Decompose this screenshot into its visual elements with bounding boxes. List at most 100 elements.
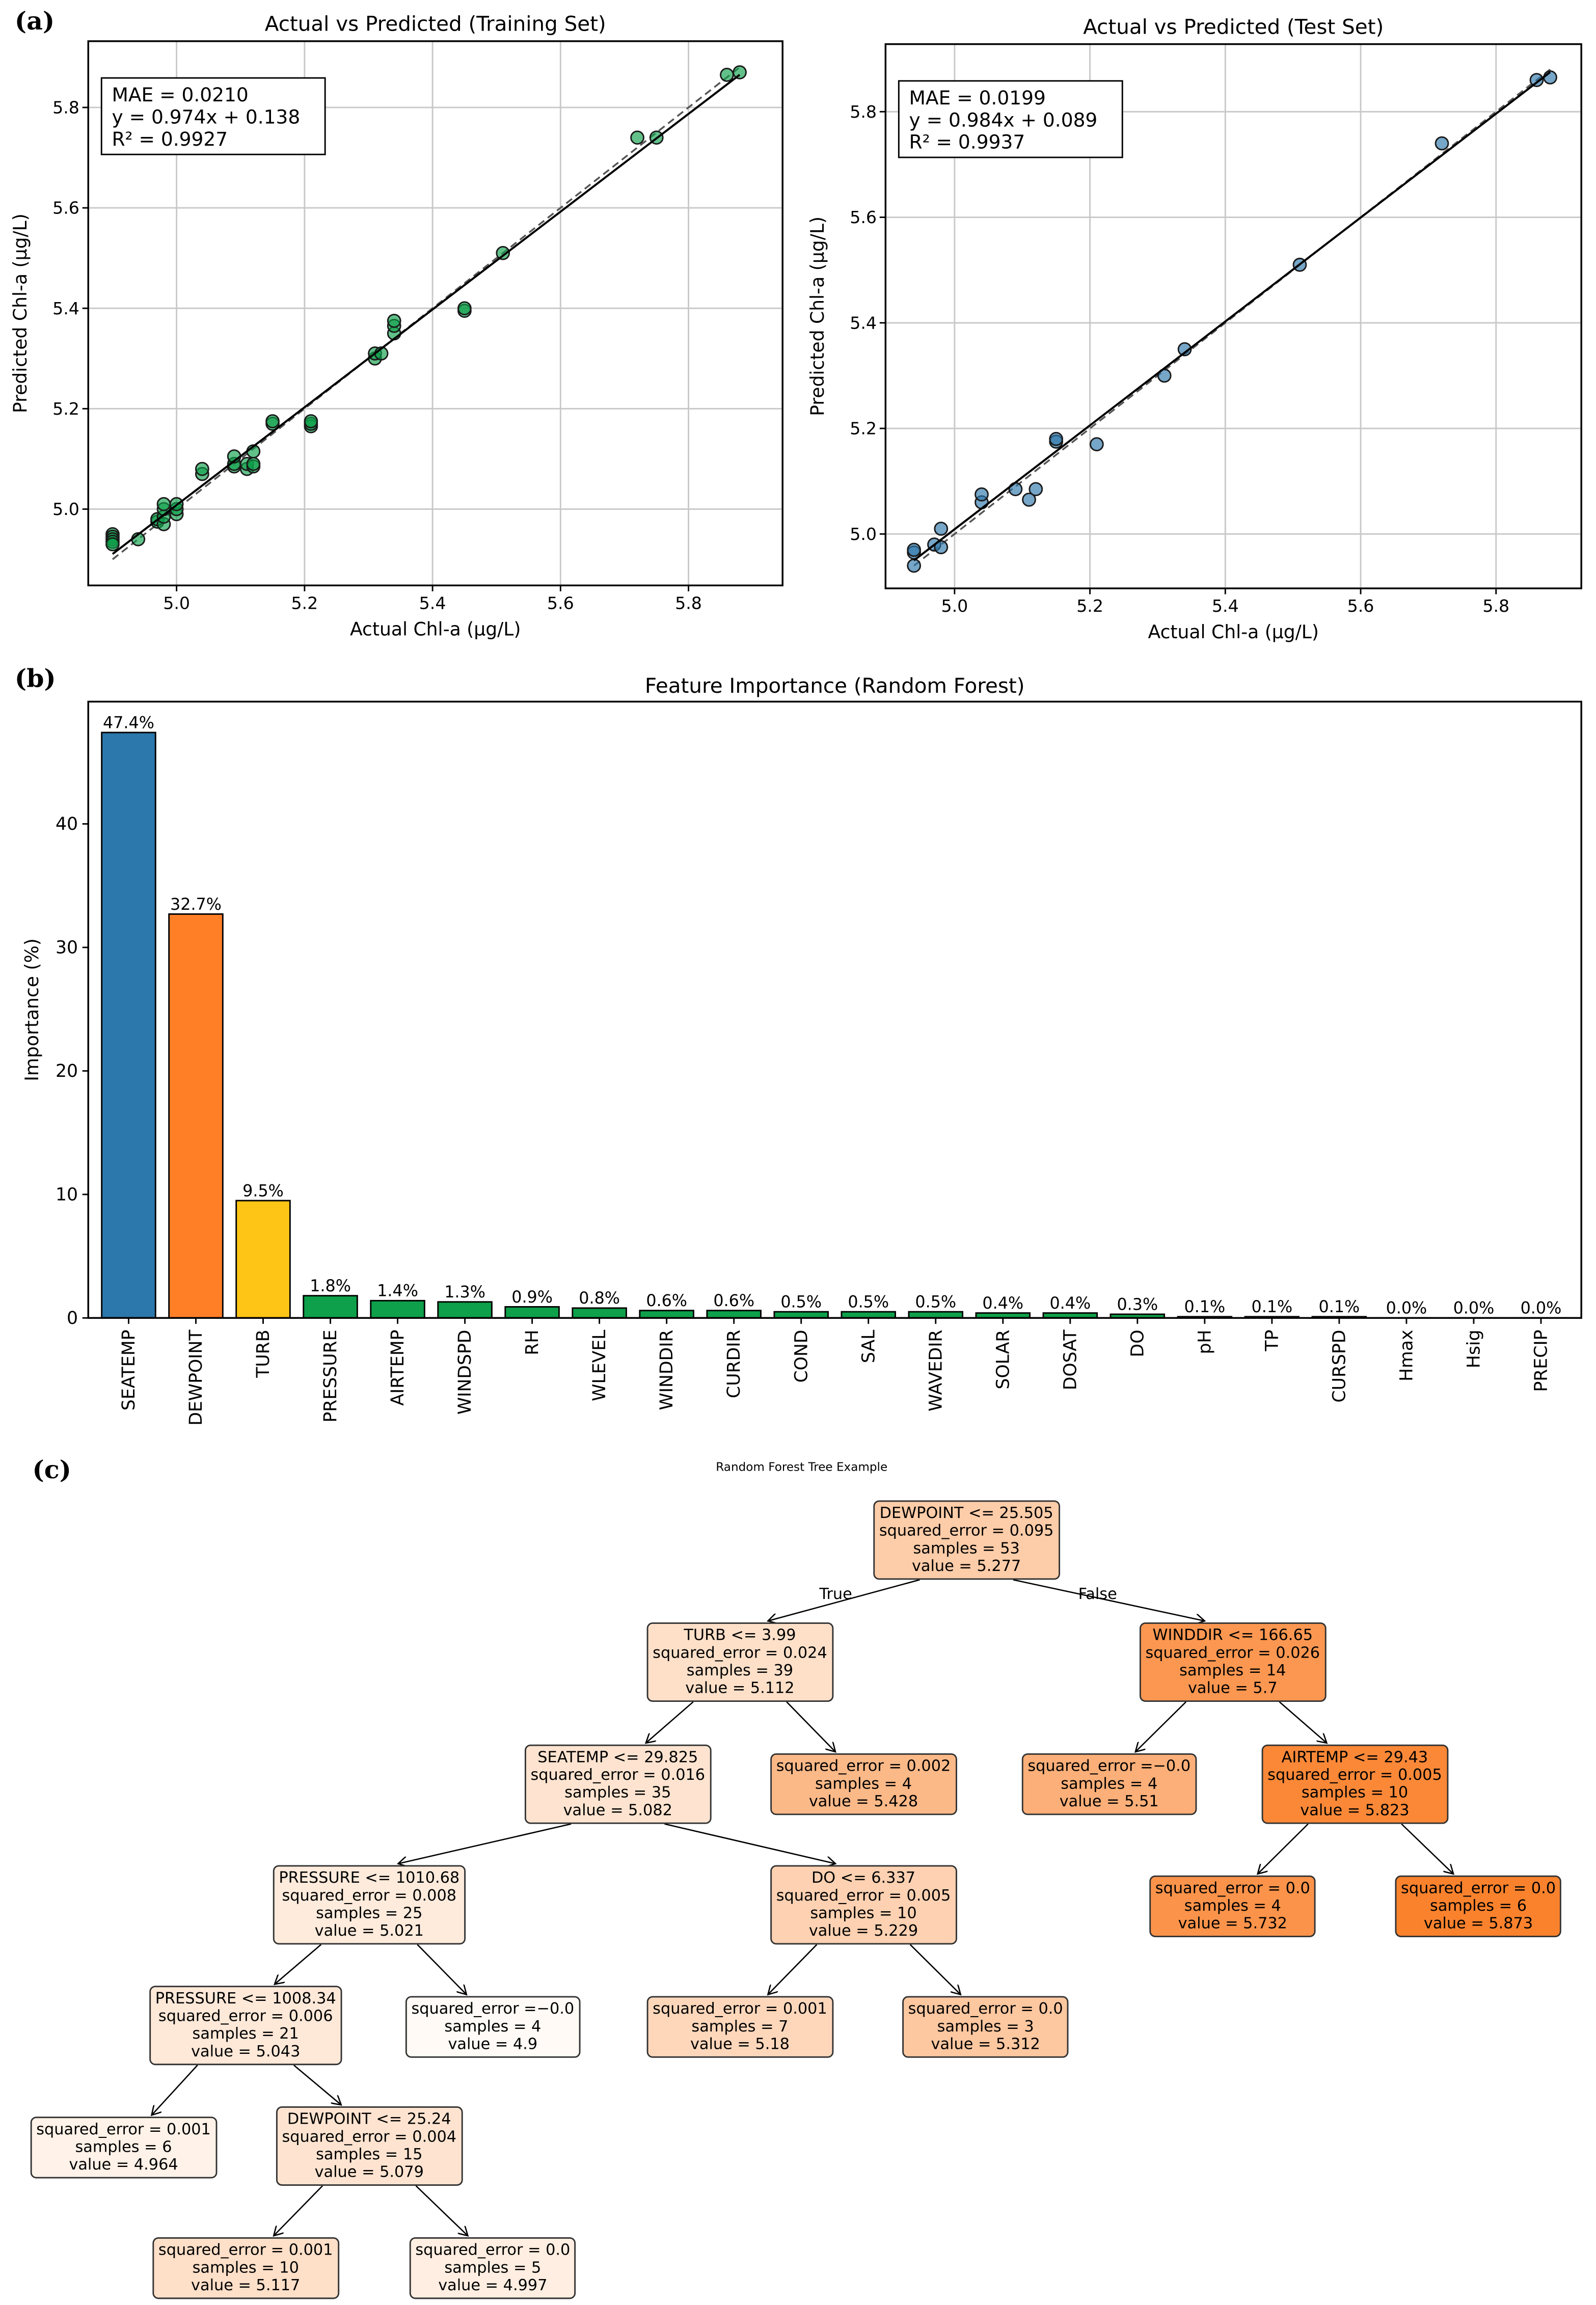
y-tick-label: 40: [56, 814, 78, 834]
bar-value-label: 0.4%: [982, 1294, 1023, 1313]
x-tick-label: CURSPD: [1329, 1330, 1349, 1402]
tree-edge: [664, 1824, 835, 1864]
tree-true-label: True: [819, 1586, 852, 1604]
node-text: samples = 7: [653, 2018, 827, 2036]
tree-edge: [1401, 1824, 1453, 1874]
data-point: [157, 498, 170, 510]
data-point: [106, 538, 119, 551]
node-text: value = 5.021: [279, 1922, 459, 1940]
y-tick-label: 5.0: [52, 499, 79, 519]
bar-chart: 01020304047.4%SEATEMP32.7%DEWPOINT9.5%TU…: [21, 673, 1581, 1426]
bar-seatemp: [102, 733, 156, 1318]
x-tick-label: DOSAT: [1060, 1330, 1080, 1391]
bar-value-label: 0.3%: [1117, 1295, 1158, 1314]
tree-false-label: False: [1078, 1586, 1117, 1604]
node-text: squared_error = 0.095: [879, 1523, 1054, 1540]
node-text: squared_error = 0.005: [776, 1887, 951, 1905]
node-text: value = 5.823: [1267, 1802, 1442, 1820]
node-text: squared_error = 0.004: [282, 2128, 456, 2146]
chart-title: Feature Importance (Random Forest): [645, 673, 1025, 698]
x-axis-label: Actual Chl-a (μg/L): [1148, 621, 1319, 643]
node-text: samples = 25: [279, 1905, 459, 1922]
node-text: value = 5.229: [776, 1922, 951, 1940]
y-tick-label: 30: [56, 937, 78, 958]
bar-wlevel: [573, 1308, 627, 1318]
node-text: squared_error =−0.0: [411, 2000, 574, 2018]
x-tick-label: WINDDIR: [657, 1330, 677, 1410]
y-tick-label: 5.6: [850, 207, 877, 227]
tree-edge: [1279, 1702, 1327, 1743]
y-tick-label: 10: [56, 1184, 78, 1205]
x-tick-label: 5.0: [941, 596, 968, 616]
node-text: squared_error = 0.0: [1401, 1880, 1556, 1897]
bar-value-label: 0.6%: [713, 1292, 754, 1310]
node-text: samples = 10: [776, 1905, 951, 1922]
node-text: samples = 3: [908, 2018, 1063, 2036]
metrics-line: y = 0.984x + 0.089: [909, 109, 1098, 131]
node-text: DEWPOINT <= 25.24: [282, 2111, 456, 2129]
node-text: value = 5.7: [1146, 1680, 1320, 1698]
node-text: value = 5.112: [653, 1680, 827, 1698]
y-tick-label: 5.4: [52, 299, 79, 318]
x-tick-label: PRESSURE: [320, 1330, 341, 1422]
data-point: [908, 544, 921, 556]
metrics-line: MAE = 0.0199: [909, 87, 1046, 109]
x-tick-label: DO: [1127, 1330, 1148, 1357]
x-tick-label: AIRTEMP: [388, 1330, 408, 1405]
bar-airtemp: [371, 1300, 425, 1318]
node-text: squared_error = 0.008: [279, 1887, 459, 1905]
node-text: samples = 35: [530, 1784, 705, 1802]
y-tick-label: 0: [67, 1308, 78, 1328]
metrics-line: R² = 0.9937: [909, 131, 1025, 153]
node-text: squared_error = 0.0: [908, 2000, 1063, 2018]
x-tick-label: SOLAR: [993, 1330, 1013, 1389]
node-text: squared_error = 0.0: [1155, 1880, 1310, 1897]
bar-value-label: 1.3%: [444, 1283, 485, 1301]
node-text: value = 5.082: [530, 1802, 705, 1820]
metrics-line: MAE = 0.0210: [112, 84, 248, 106]
node-text: DEWPOINT <= 25.505: [879, 1505, 1054, 1523]
tree-edge: [646, 1702, 693, 1743]
node-text: squared_error = 0.001: [158, 2242, 333, 2260]
bar-cond: [774, 1312, 828, 1318]
data-point: [196, 463, 208, 475]
y-tick-label: 20: [56, 1061, 78, 1081]
x-tick-label: 5.0: [163, 593, 190, 613]
x-tick-label: DEWPOINT: [186, 1330, 206, 1426]
node-text: samples = 4: [1027, 1775, 1191, 1793]
data-point: [388, 314, 400, 327]
tree-edge: [152, 2065, 198, 2115]
node-text: samples = 53: [879, 1540, 1054, 1558]
node-text: AIRTEMP <= 29.43: [1267, 1749, 1442, 1767]
node-text: samples = 10: [158, 2259, 333, 2277]
data-point: [1090, 438, 1103, 451]
x-tick-label: PRECIP: [1531, 1330, 1552, 1392]
node-text: samples = 5: [415, 2259, 570, 2277]
node-text: squared_error = 0.024: [653, 1644, 827, 1662]
tree-edge: [768, 1944, 817, 1994]
node-text: TURB <= 3.99: [653, 1627, 827, 1645]
node-text: samples = 21: [155, 2025, 336, 2043]
x-tick-label: Hmax: [1396, 1330, 1417, 1381]
node-text: DO <= 6.337: [776, 1869, 951, 1887]
y-axis-label: Predicted Chl-a (μg/L): [807, 216, 828, 416]
tree-edge: [787, 1702, 835, 1752]
x-tick-label: 5.4: [419, 593, 446, 613]
x-tick-label: TP: [1262, 1330, 1282, 1351]
bar-value-label: 0.1%: [1252, 1298, 1293, 1316]
node-text: value = 5.51: [1027, 1793, 1191, 1811]
node-text: squared_error = 0.001: [36, 2121, 211, 2139]
bar-value-label: 0.6%: [646, 1292, 687, 1310]
